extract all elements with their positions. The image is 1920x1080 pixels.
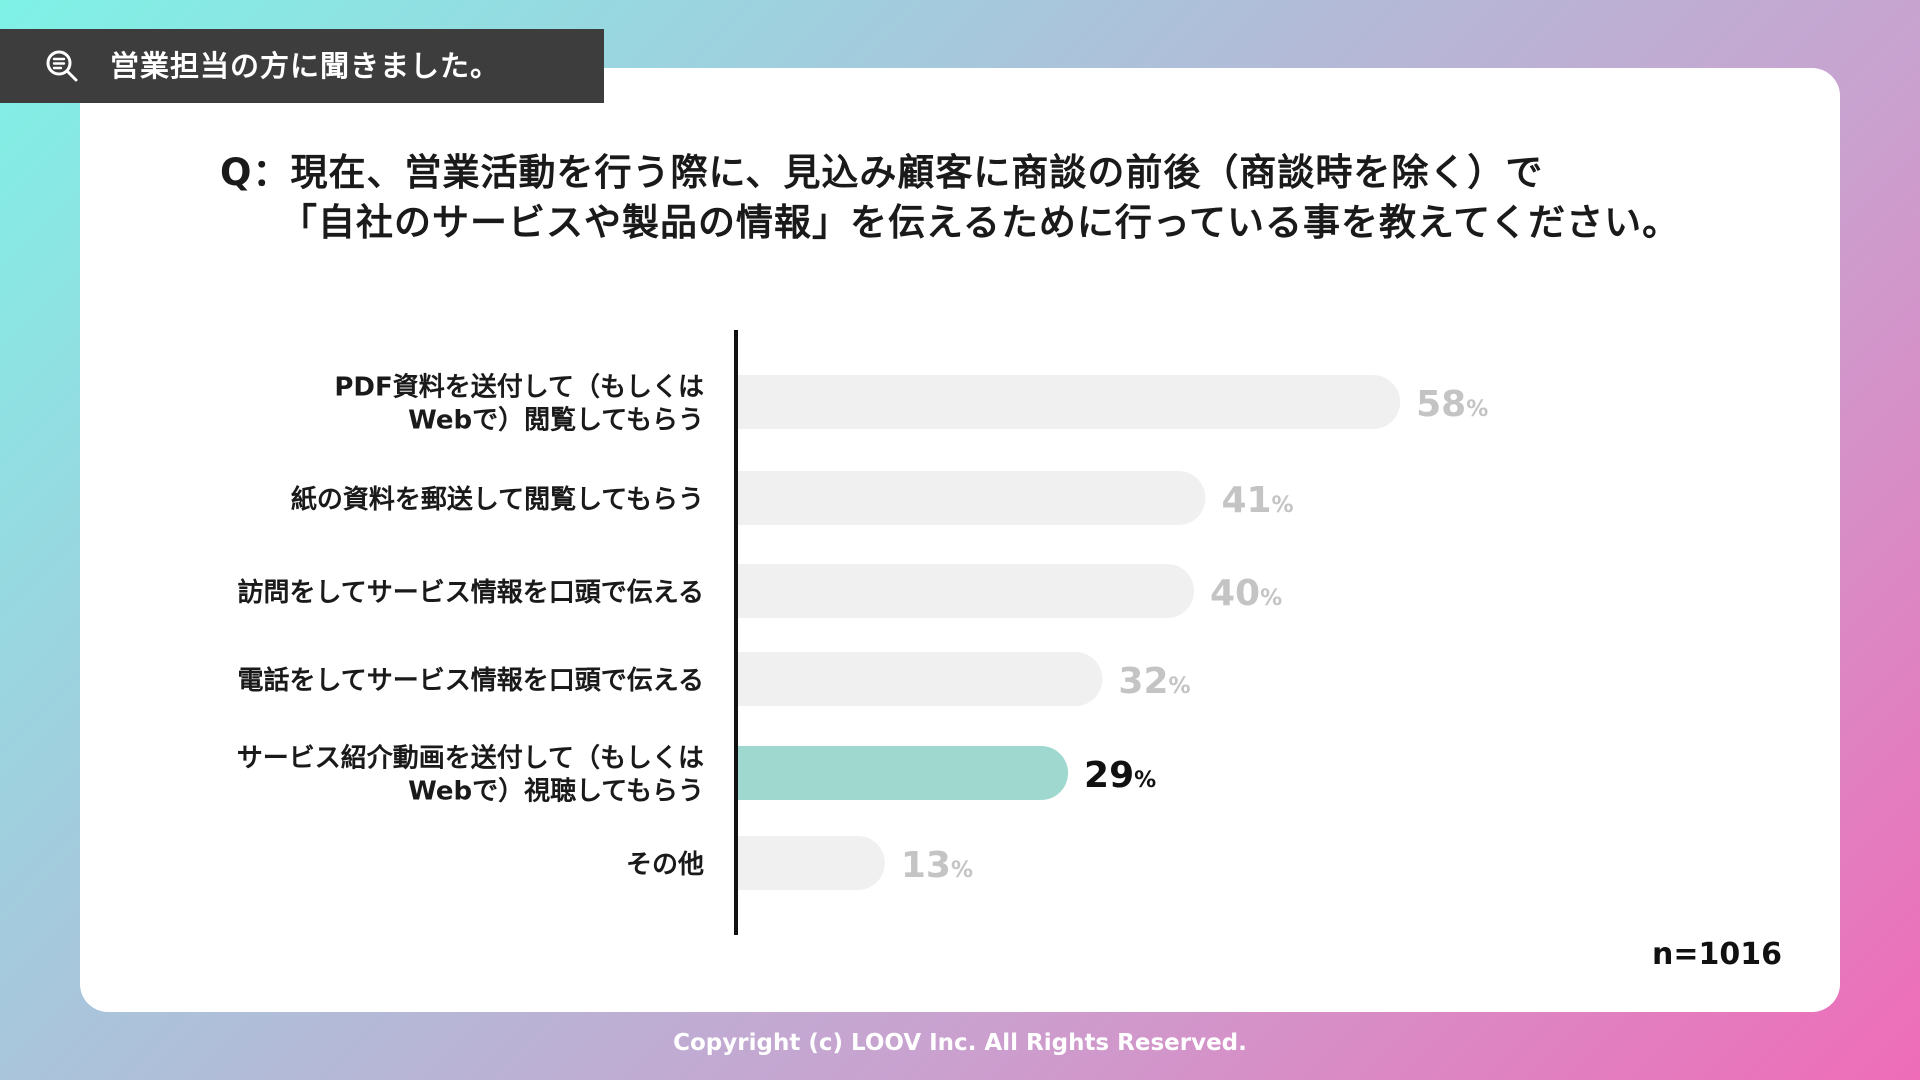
sample-size-note: n=1016: [1652, 937, 1782, 972]
value-label: 58%: [1416, 384, 1488, 425]
bar: [736, 836, 885, 890]
value-label: 29%: [1084, 755, 1156, 796]
bar: [736, 471, 1206, 525]
value-label: 13%: [901, 845, 973, 886]
copyright-footer: Copyright (c) LOOV Inc. All Rights Reser…: [673, 1030, 1247, 1056]
question-line-2: 「自社のサービスや製品の情報」を伝えるために行っている事を教えてください。: [280, 201, 1681, 244]
category-label: その他: [626, 850, 704, 880]
category-label: PDF資料を送付して（もしくは Webで）閲覧してもらう: [334, 373, 704, 436]
bar: [736, 652, 1103, 706]
bar: [736, 375, 1401, 429]
bar: [736, 564, 1194, 618]
category-label: 紙の資料を郵送して閲覧してもらう: [291, 484, 704, 515]
value-label: 41%: [1221, 480, 1293, 521]
value-label: 32%: [1118, 661, 1190, 702]
category-label: 電話をしてサービス情報を口頭で伝える: [238, 665, 704, 696]
bar: [736, 746, 1069, 800]
category-label: サービス紹介動画を送付して（もしくは Webで）視聴してもらう: [237, 743, 704, 807]
value-label: 40%: [1210, 573, 1282, 614]
search-list-icon: [46, 50, 78, 82]
category-label: 訪問をしてサービス情報を口頭で伝える: [238, 577, 704, 608]
question-line-1: Q：現在、営業活動を行う際に、見込み顧客に商談の前後（商談時を除く）で: [220, 151, 1544, 194]
question-title: Q：現在、営業活動を行う際に、見込み顧客に商談の前後（商談時を除く）で 「自社の…: [220, 148, 1780, 248]
section-tag-label: 営業担当の方に聞きました。: [110, 49, 501, 83]
section-tag: 営業担当の方に聞きました。: [0, 29, 604, 103]
content-card: [80, 68, 1840, 1012]
